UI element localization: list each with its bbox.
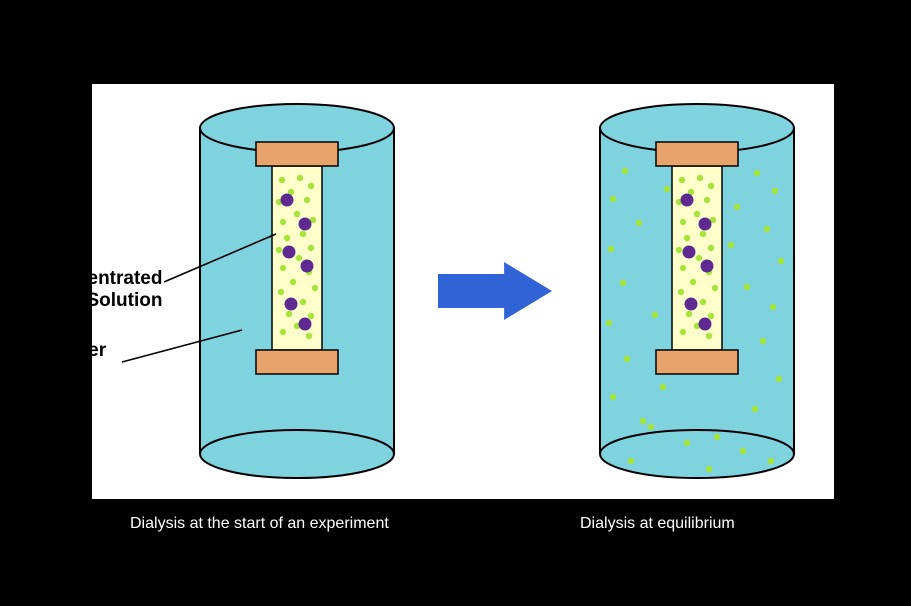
caption-left: Dialysis at the start of an experiment [130,515,389,533]
tube-cap-top [656,142,738,166]
caption-right: Dialysis at equilibrium [580,515,735,533]
diagram-title: Dialysis at Start of Experiment and at E… [96,10,626,79]
tube-cap-bottom [256,350,338,374]
label-concentrated-solution: Concentrated Solution [40,268,162,312]
tube-cap-top [256,142,338,166]
label-water: Water [54,340,106,362]
tube-cap-bottom [656,350,738,374]
